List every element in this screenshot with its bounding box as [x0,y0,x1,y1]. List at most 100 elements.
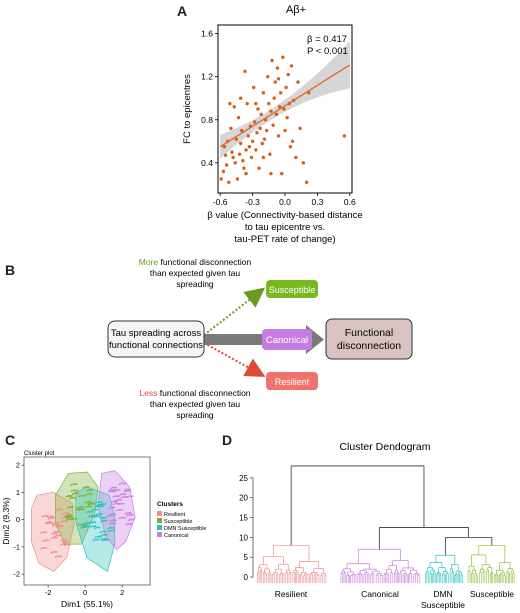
cluster-point-id [89,515,95,517]
cluster-point [124,512,127,515]
cluster-point-id [102,537,108,540]
cluster-point [50,551,53,554]
cluster-point-id [79,508,85,511]
cluster-point [107,527,109,530]
data-point [301,161,306,165]
confidence-band-area [220,41,350,159]
cluster-point-id [63,541,69,543]
data-point [262,137,267,141]
cluster-point-id [80,494,86,497]
cluster-point-id [103,539,109,541]
cluster-point-id [42,547,48,549]
cluster-point-id [101,530,107,533]
cluster-point-id [54,522,60,524]
data-point [264,128,269,133]
cluster-point-id [110,506,116,509]
cluster-point-id [91,521,97,524]
legend-swatch-resilient [157,511,162,516]
x-ticks: -0.6 -0.3 0.0 0.3 0.6 [213,193,356,207]
cluster-point [109,487,112,490]
cluster-point [89,526,92,528]
data-point [240,128,244,133]
canonical-label: Canonical [266,335,308,346]
cluster-point [87,503,90,506]
c-x-tick-label: -2 [45,588,52,597]
cluster-point-id [98,505,104,508]
cluster-point [60,544,62,546]
source-box [107,320,205,358]
more-rest: functional disconnection [158,257,251,267]
cluster-point-id [125,488,131,491]
data-point [229,126,233,131]
legend-item-canonical: Canonical [157,532,188,539]
cluster-point [84,506,87,509]
dendro-label-dmn-line1: DMN [433,589,452,599]
more-word: More [139,257,159,267]
data-point [288,144,293,149]
cluster-point-id [76,508,82,510]
cluster-point-id [102,534,108,536]
data-point [290,139,295,144]
data-point [276,77,281,81]
cluster-point-id [116,498,122,501]
x-axis-label-line1: β value (Connectivity-based distance [207,210,362,221]
data-point [273,80,277,84]
cluster-point [112,503,115,506]
data-point [285,115,289,120]
cluster-point-id [109,489,115,492]
cluster-point-id [67,495,73,497]
cluster-point [52,522,55,525]
cluster-point [117,503,120,506]
cluster-point [65,495,68,498]
more-text-line2: than expected given tau [150,268,241,278]
data-point [244,148,248,152]
cluster-point-id [109,527,115,529]
source-label-line2: functional connections [109,340,203,351]
legend-swatch-susceptible [157,518,162,523]
cluster-point [100,520,103,523]
cluster-point-id [86,501,92,503]
cluster-point [99,503,102,506]
data-point [278,91,283,95]
cluster-point [60,520,63,523]
cluster-point [94,505,97,508]
data-point [253,120,257,124]
panel-a-title: Aβ+ [286,4,306,16]
data-point [266,74,270,79]
cluster-point [115,509,118,512]
cluster-point-id [92,515,98,517]
cluster-point-id [57,525,63,528]
cluster-point-id [128,514,134,516]
cluster-point [92,539,95,542]
cluster-point-id [120,482,126,485]
data-point [246,134,250,138]
cluster-point [40,532,42,534]
cluster-point [70,518,73,521]
cluster-point [125,523,128,526]
x-tick-label: 0.3 [312,197,324,207]
data-point [237,152,242,156]
data-point [271,123,275,127]
cluster-point [118,517,121,520]
cluster-point-labels [40,482,135,558]
legend-item-resilient: Resilient [157,511,186,518]
data-point [269,109,273,113]
cluster-point-id [78,523,84,526]
x-axis-label-line3: tau-PET rate of change) [234,234,335,245]
data-point [233,161,237,165]
cluster-point [40,547,42,550]
c-x-tick-label: 2 [120,588,124,597]
data-point [254,101,258,106]
cluster-point-id [110,522,116,524]
cluster-point [126,514,129,517]
cluster-point [47,516,49,519]
cluster-point [112,495,115,498]
cluster-point-id [115,489,121,491]
data-point [242,166,246,170]
cluster-point [70,484,73,486]
cluster-point-id [65,543,71,546]
cluster-point-id [114,495,120,497]
data-point [267,101,271,106]
cluster-point [41,515,44,518]
data-point [227,180,231,184]
